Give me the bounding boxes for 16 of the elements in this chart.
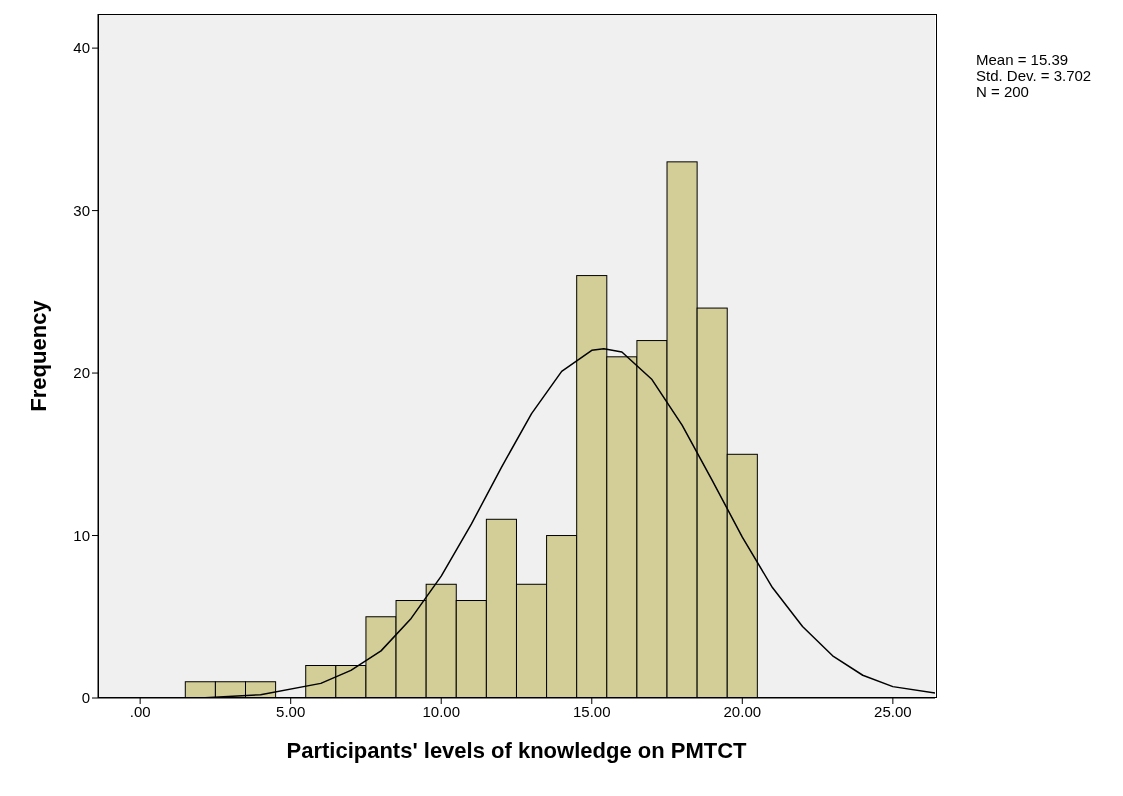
y-tick-label: 0 bbox=[81, 689, 90, 707]
text: Std. Dev. = 3.702 bbox=[976, 67, 1092, 84]
text: N = 200 bbox=[976, 83, 1030, 100]
text: Mean = 15.39 bbox=[976, 51, 1070, 68]
x-tick-label: 10.00 bbox=[422, 702, 460, 720]
y-tick-label: 30 bbox=[73, 201, 90, 219]
y-tick-label: 40 bbox=[73, 39, 90, 57]
y-axis-title: Frequency bbox=[25, 299, 51, 412]
y-tick-label: 10 bbox=[73, 526, 90, 544]
x-axis-title: Participants' levels of knowledge on PMTCT bbox=[286, 738, 748, 763]
x-tick-label: 5.00 bbox=[276, 702, 306, 720]
x-tick-label: 20.00 bbox=[723, 702, 762, 720]
x-tick-label: .00 bbox=[129, 702, 151, 720]
x-tick-label: 15.00 bbox=[573, 702, 611, 720]
x-tick-label: 25.00 bbox=[874, 702, 912, 720]
y-tick-label: 20 bbox=[73, 364, 90, 382]
